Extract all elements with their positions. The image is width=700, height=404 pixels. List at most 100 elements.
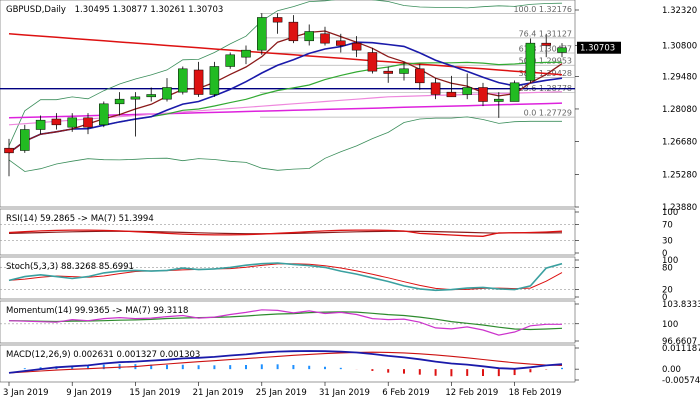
date-label: 31 Jan 2019 <box>319 388 370 398</box>
indicator-tick-label: -0.005744 <box>662 376 700 386</box>
candle-body <box>51 118 62 126</box>
candle-body <box>525 42 536 81</box>
price-tick-label: 1.32320 <box>662 6 697 16</box>
date-axis: 3 Jan 2019 9 Jan 2019 15 Jan 2019 21 Jan 20… <box>3 382 562 398</box>
candle-body <box>557 47 567 53</box>
indicator-tick-label: 100 <box>662 256 678 266</box>
fib-label: 50.0 1.29953 <box>519 57 572 66</box>
fib-label: 0.0 1.27729 <box>524 109 572 118</box>
candle-body <box>288 21 299 42</box>
ohlc-values: 1.30495 1.30877 1.30261 1.30703 <box>75 5 224 15</box>
candle-body <box>430 82 441 95</box>
stoch-lines <box>0 262 575 292</box>
momentum-lines <box>0 309 575 336</box>
macd-axis: 0.011187 0.00-0.005744 <box>575 344 700 386</box>
candle-body <box>336 40 346 46</box>
date-label: 12 Feb 2019 <box>445 388 498 398</box>
fib-label: 76.4 1.31127 <box>519 29 572 38</box>
candle-body <box>35 119 46 130</box>
indicator-tick-label: 70 <box>662 220 673 230</box>
candle-body <box>367 52 378 72</box>
candle-body <box>541 42 551 46</box>
momentum-title: Momentum(14) 99.9365 -> MA(7) 99.3118 <box>6 306 188 316</box>
momentum-panel[interactable]: Momentum(14) 99.9365 -> MA(7) 99.3118 <box>0 300 576 344</box>
date-label: 18 Feb 2019 <box>509 388 562 398</box>
price-tick-label: 1.25280 <box>662 170 697 180</box>
chart-header: GBPUSD,Daily 1.30495 1.30877 1.30261 1.3… <box>6 5 223 15</box>
candle-body <box>99 103 109 126</box>
candle-body <box>178 68 188 93</box>
price-tick-label: 1.23880 <box>662 203 697 213</box>
indicator-tick-label: 100 <box>662 208 678 218</box>
date-label: 6 Feb 2019 <box>382 388 430 398</box>
price-tick-label: 1.30800 <box>662 41 697 51</box>
date-label: 9 Jan 2019 <box>66 388 112 398</box>
macd-line <box>8 350 563 374</box>
ma-10-blue <box>8 41 563 154</box>
date-label: 21 Jan 2019 <box>193 388 244 398</box>
indicator-tick-label: 103.8333 <box>662 300 700 310</box>
indicator-tick-label: 0.00 <box>662 365 681 375</box>
candle-body <box>509 82 520 102</box>
candle-body <box>114 98 125 105</box>
candle-body <box>146 94 156 98</box>
candle-body <box>130 96 141 100</box>
candle-body <box>162 87 172 100</box>
rsi-line <box>8 229 563 237</box>
macd-lines <box>8 350 563 377</box>
date-label: 15 Jan 2019 <box>129 388 180 398</box>
macd-panel[interactable]: MACD(12,26,9) 0.002631 0.001327 0.001303 <box>0 344 576 383</box>
rsi-panel[interactable]: RSI(14) 59.2865 -> MA(7) 51.3994 <box>0 208 576 256</box>
price-tick-label: 1.28080 <box>662 105 697 115</box>
candle-body <box>351 42 362 51</box>
candle-body <box>257 17 267 51</box>
candle-body <box>83 117 93 128</box>
current-price-box <box>577 41 621 54</box>
candle-body <box>67 117 77 128</box>
macd-title: MACD(12,26,9) 0.002631 0.001327 0.001303 <box>6 350 200 360</box>
candle-body <box>446 91 457 98</box>
price-axis: 1.32320 1.30800 1.29480 1.28080 1.26680 1.252… <box>575 6 697 213</box>
ma-long-red <box>8 33 563 76</box>
candle-body <box>20 129 30 151</box>
bollinger-lower <box>8 116 562 172</box>
price-tick-label: 1.26680 <box>662 138 697 148</box>
indicator-tick-label: 96.6607 <box>662 337 697 347</box>
bollinger-upper <box>8 0 563 146</box>
candle-body <box>462 87 472 95</box>
candle-body <box>304 31 314 42</box>
date-label: 3 Jan 2019 <box>3 388 49 398</box>
stoch-k-line <box>8 262 563 292</box>
macd-signal-line <box>8 351 563 374</box>
rsi-axis: 100 70 30 0 <box>575 208 678 259</box>
momentum-ma-line <box>8 311 563 331</box>
candle-body <box>209 66 220 95</box>
date-label: 25 Jan 2019 <box>256 388 307 398</box>
symbol-label: GBPUSD,Daily <box>6 5 66 15</box>
price-tick-label: 1.29480 <box>662 72 697 82</box>
candle-body <box>241 49 251 58</box>
price-panel[interactable]: 100.0 1.32176 76.4 1.31127 61.8 1.30477 50.… <box>0 0 576 208</box>
stoch-panel[interactable]: Stoch(5,3,3) 88.3268 85.6991 <box>0 256 576 300</box>
candlesticks <box>4 13 567 177</box>
current-price-label: 1.30703 <box>580 44 615 54</box>
candle-body <box>383 70 393 74</box>
indicator-tick-label: 0.011187 <box>662 344 700 354</box>
stoch-title: Stoch(5,3,3) 88.3268 85.6991 <box>6 262 134 272</box>
candle-body <box>399 68 409 74</box>
candle-body <box>478 87 488 102</box>
indicator-tick-label: 30 <box>662 237 673 247</box>
candle-body <box>225 54 235 67</box>
momentum-axis: 103.8333 100 96.6607 <box>575 300 700 347</box>
candle-body <box>415 68 425 84</box>
candle-body <box>272 17 283 23</box>
candle-body <box>494 98 504 102</box>
indicator-tick-label: 0 <box>662 293 667 303</box>
candle-body <box>193 69 204 95</box>
candle-body <box>4 147 14 154</box>
indicator-tick-label: 20 <box>662 286 673 296</box>
indicator-tick-label: 0 <box>662 249 667 259</box>
